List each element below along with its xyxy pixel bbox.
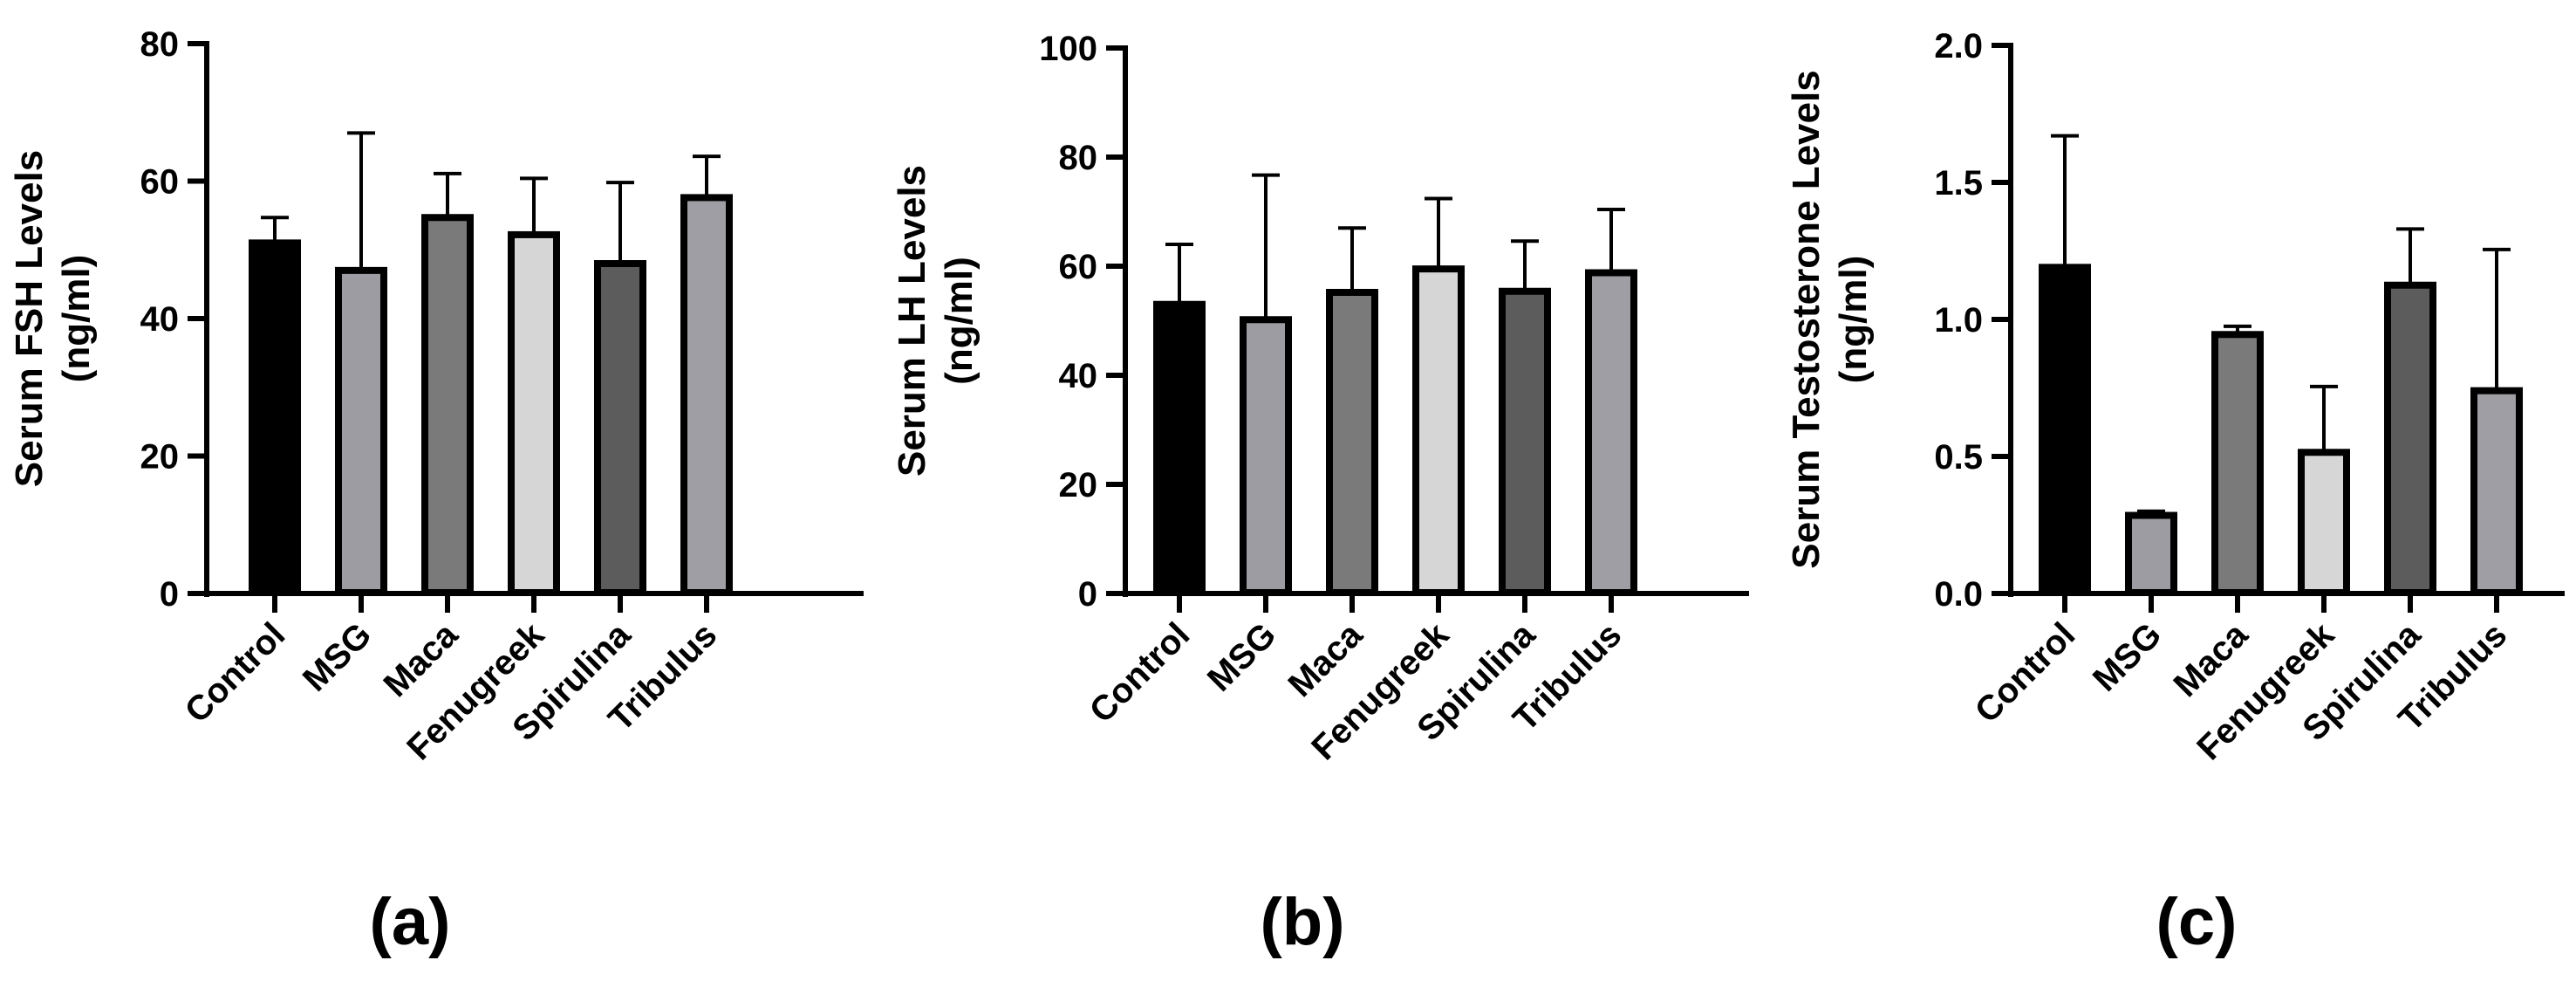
y-axis-title-units: (ng/ml)	[1832, 256, 1875, 384]
y-axis-title-units: (ng/ml)	[938, 257, 981, 385]
x-tick-label: Control	[1968, 615, 2083, 731]
panel-label: (c)	[2156, 885, 2238, 959]
y-tick-label: 100	[1039, 30, 1097, 68]
y-tick-label: 40	[1059, 357, 1098, 395]
y-tick-label: 20	[1059, 466, 1098, 504]
bar-msg	[1240, 316, 1292, 596]
bar-tribulus	[680, 194, 733, 596]
y-tick-label: 60	[140, 163, 180, 202]
bar-msg	[2125, 511, 2177, 597]
bar-fenugreek	[1412, 265, 1465, 596]
y-axis-title-units: (ng/ml)	[55, 255, 98, 383]
y-axis-title: Serum LH Levels	[891, 165, 933, 477]
x-tick-label: MSG	[296, 615, 379, 699]
bar-spirulina	[2384, 281, 2436, 596]
bar-tribulus	[1585, 269, 1637, 596]
bar-spirulina	[594, 260, 646, 596]
panel-label: (a)	[370, 885, 451, 959]
x-tick-label: Control	[1083, 615, 1198, 731]
y-tick-label: 40	[140, 300, 180, 339]
y-tick-label: 60	[1059, 248, 1098, 286]
y-tick-label: 20	[140, 438, 180, 477]
y-tick-label: 2.0	[1934, 27, 1983, 65]
bar-control	[249, 239, 301, 596]
y-axis-title: Serum FSH Levels	[8, 150, 51, 487]
y-tick-label: 1.5	[1934, 164, 1983, 202]
y-tick-label: 0.5	[1934, 438, 1983, 477]
y-tick-label: 80	[140, 25, 180, 64]
y-tick-label: 0	[160, 575, 179, 614]
bar-spirulina	[1499, 287, 1551, 596]
panel-label: (b)	[1260, 885, 1344, 959]
y-axis-title: Serum Testosterone Levels	[1785, 70, 1828, 568]
y-tick-label: 0.0	[1934, 575, 1983, 614]
bar-fenugreek	[2298, 449, 2350, 596]
x-tick-label: MSG	[1200, 615, 1284, 699]
bar-maca	[421, 214, 474, 597]
x-tick-label: MSG	[2086, 615, 2169, 699]
bar-maca	[1326, 289, 1378, 596]
bar-fenugreek	[508, 230, 560, 596]
bar-control	[1153, 300, 1206, 596]
y-tick-label: 1.0	[1934, 301, 1983, 340]
bar-tribulus	[2470, 387, 2523, 597]
bar-maca	[2211, 331, 2264, 596]
x-tick-label: Control	[178, 615, 293, 731]
bar-msg	[335, 266, 387, 596]
y-tick-label: 80	[1059, 139, 1098, 177]
y-tick-label: 0	[1078, 575, 1097, 614]
bar-control	[2039, 264, 2091, 596]
